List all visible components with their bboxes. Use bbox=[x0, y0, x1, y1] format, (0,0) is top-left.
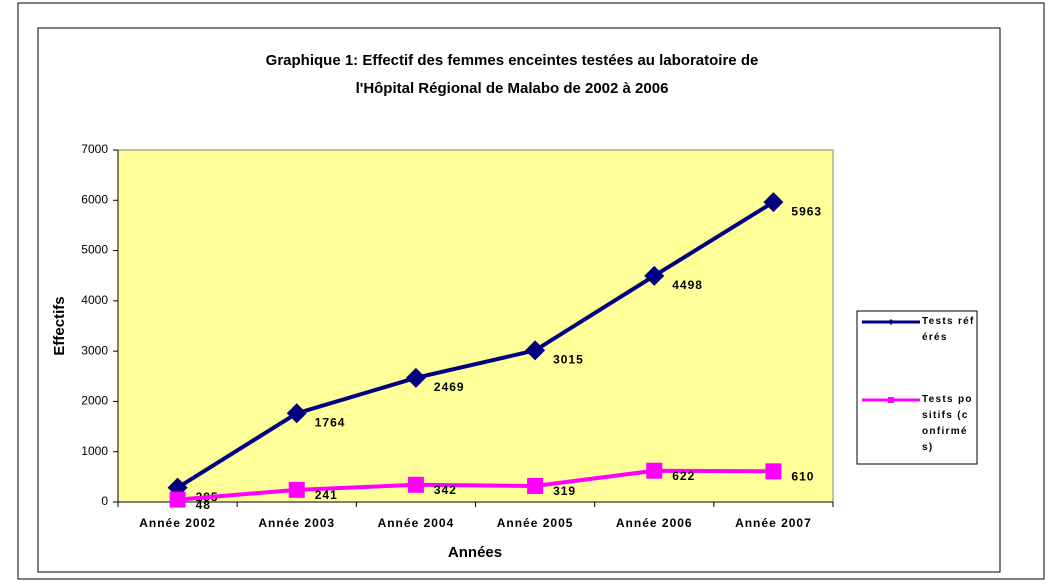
x-axis-title: Années bbox=[448, 544, 502, 561]
y-axis-title: Effectifs bbox=[51, 296, 68, 355]
y-tick-label: 4000 bbox=[81, 293, 108, 307]
marker bbox=[405, 367, 426, 388]
legend-box bbox=[856, 310, 978, 465]
data-label: 319 bbox=[553, 484, 576, 498]
y-tick-label: 0 bbox=[101, 494, 108, 508]
data-label: 3015 bbox=[553, 353, 584, 367]
data-label: 342 bbox=[434, 483, 457, 497]
y-tick-label: 7000 bbox=[81, 142, 108, 156]
legend-label: Tests référés bbox=[922, 316, 975, 343]
data-label: 5963 bbox=[791, 204, 822, 218]
data-label: 241 bbox=[315, 488, 338, 502]
marker bbox=[169, 491, 186, 508]
y-tick-label: 5000 bbox=[81, 243, 108, 257]
y-tick-label: 1000 bbox=[81, 444, 108, 458]
marker bbox=[644, 265, 665, 286]
data-label: 610 bbox=[791, 469, 814, 483]
x-tick-label: Année 2006 bbox=[616, 516, 693, 530]
x-tick-label: Année 2003 bbox=[258, 516, 335, 530]
outer-frame bbox=[17, 2, 1045, 580]
line bbox=[177, 468, 774, 502]
x-tick-label: Année 2005 bbox=[497, 516, 574, 530]
x-tick-label: Année 2004 bbox=[378, 516, 455, 530]
x-tick-label: Année 2007 bbox=[735, 516, 812, 530]
chart-title: Graphique 1: Effectif des femmes enceint… bbox=[266, 52, 759, 69]
marker bbox=[525, 340, 546, 361]
y-tick-label: 2000 bbox=[81, 394, 108, 408]
y-tick-label: 6000 bbox=[81, 192, 108, 206]
data-label: 4498 bbox=[672, 278, 703, 292]
y-tick-label: 3000 bbox=[81, 343, 108, 357]
plot-area bbox=[117, 149, 834, 503]
chart-title: l'Hôpital Régional de Malabo de 2002 à 2… bbox=[356, 80, 669, 97]
marker bbox=[888, 319, 894, 325]
marker bbox=[286, 403, 307, 424]
data-label: 622 bbox=[672, 469, 695, 483]
marker bbox=[888, 397, 894, 403]
line bbox=[176, 200, 775, 490]
data-label: 1764 bbox=[315, 415, 346, 429]
marker bbox=[646, 462, 663, 479]
x-tick-label: Année 2002 bbox=[139, 516, 216, 530]
marker bbox=[288, 481, 305, 498]
legend-label: Tests positifs (confirmés) bbox=[922, 394, 973, 453]
marker bbox=[527, 477, 544, 494]
data-label: 48 bbox=[196, 498, 211, 512]
marker bbox=[765, 463, 782, 480]
marker bbox=[763, 192, 784, 213]
marker bbox=[407, 476, 424, 493]
data-label: 2469 bbox=[434, 380, 465, 394]
